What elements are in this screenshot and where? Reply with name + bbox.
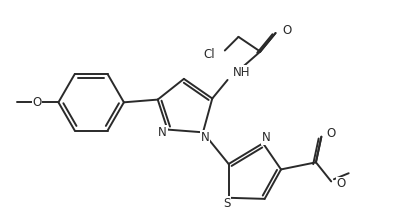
- Text: O: O: [281, 24, 291, 37]
- Text: N: N: [158, 126, 166, 139]
- Text: O: O: [326, 127, 335, 140]
- Text: N: N: [261, 131, 270, 144]
- Text: NH: NH: [232, 66, 250, 79]
- Text: N: N: [200, 131, 209, 144]
- Text: Cl: Cl: [203, 48, 215, 61]
- Text: O: O: [32, 96, 42, 109]
- Text: O: O: [336, 177, 345, 190]
- Text: S: S: [222, 197, 230, 210]
